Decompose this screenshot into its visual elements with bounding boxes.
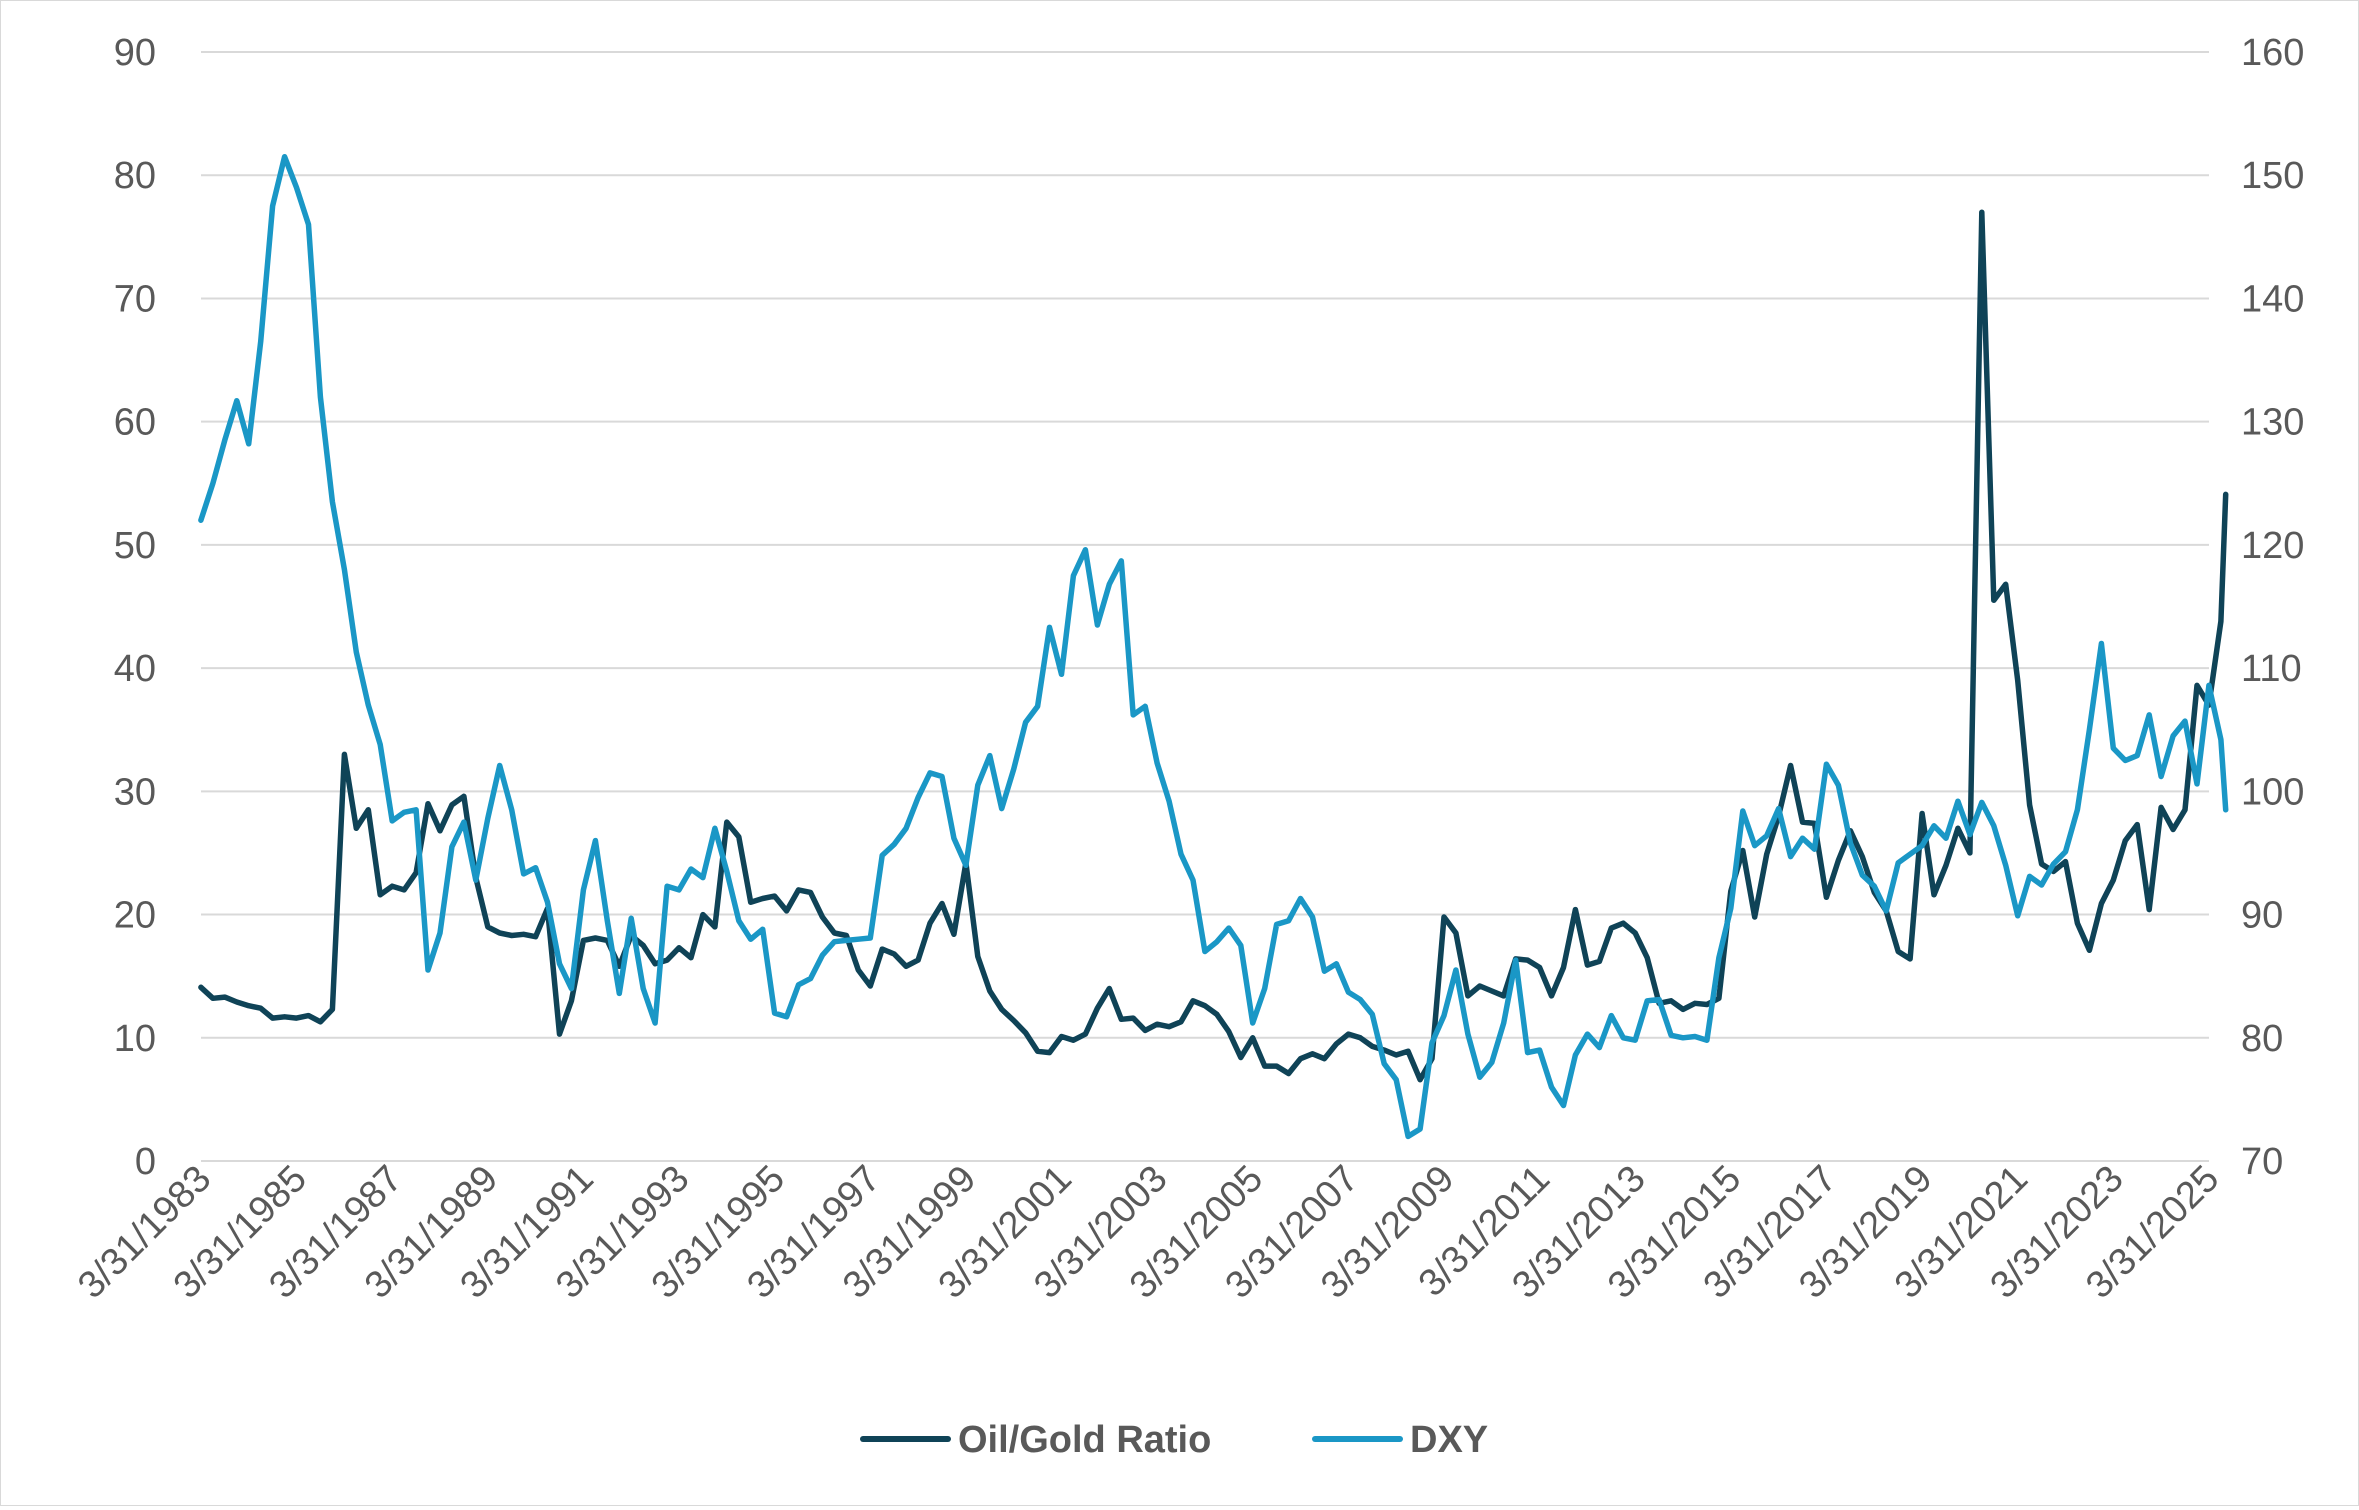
legend-item-oil-gold-ratio: Oil/Gold Ratio bbox=[863, 1419, 1211, 1461]
y-right-tick-label: 120 bbox=[2241, 525, 2304, 567]
y-left-tick-label: 70 bbox=[114, 278, 156, 320]
legend: Oil/Gold Ratio DXY bbox=[863, 1419, 1488, 1461]
y-left-tick-label: 0 bbox=[135, 1141, 156, 1183]
legend-item-dxy: DXY bbox=[1315, 1419, 1488, 1461]
dxy-series bbox=[201, 157, 2226, 1137]
y-left-tick-label: 80 bbox=[114, 155, 156, 197]
y-right-tick-label: 160 bbox=[2241, 32, 2304, 74]
y-right-tick-label: 90 bbox=[2241, 895, 2283, 937]
y-left-tick-label: 50 bbox=[114, 525, 156, 567]
gridlines bbox=[201, 52, 2209, 1038]
y-right-tick-label: 130 bbox=[2241, 402, 2304, 444]
y-left-tick-label: 90 bbox=[114, 32, 156, 74]
y-left-tick-label: 60 bbox=[114, 402, 156, 444]
oil-gold-ratio-line bbox=[201, 212, 2226, 1079]
y-right-tick-label: 110 bbox=[2241, 648, 2302, 690]
y-right-tick-label: 80 bbox=[2241, 1018, 2283, 1060]
y-left-tick-label: 20 bbox=[114, 895, 156, 937]
y-left-tick-label: 40 bbox=[114, 648, 156, 690]
dxy-line bbox=[201, 157, 2226, 1137]
y-left-tick-label: 30 bbox=[114, 771, 156, 813]
y-right-tick-label: 70 bbox=[2241, 1141, 2283, 1183]
y-right-tick-label: 100 bbox=[2241, 771, 2304, 813]
legend-label: DXY bbox=[1410, 1419, 1488, 1461]
y-left-tick-label: 10 bbox=[114, 1018, 156, 1060]
axes: 0 10 20 30 40 50 60 70 80 90 70 80 90 100 110 120 130 140… bbox=[70, 32, 2304, 1307]
y-right-tick-label: 150 bbox=[2241, 155, 2304, 197]
y-right-tick-label: 140 bbox=[2241, 278, 2304, 320]
oil-gold-ratio-series bbox=[201, 212, 2226, 1080]
series-lines bbox=[201, 157, 2226, 1137]
legend-label: Oil/Gold Ratio bbox=[958, 1419, 1211, 1461]
